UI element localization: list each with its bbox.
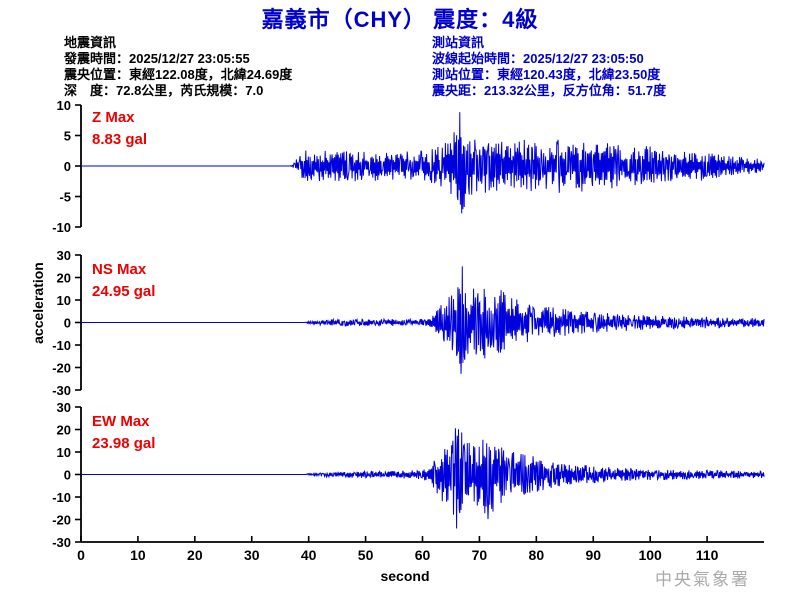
ew-y-tick-label: 10 [57,445,71,460]
event-info-block: 地震資訊 發震時間：2025/12/27 23:05:55 震央位置：東經122… [64,35,292,99]
x-axis-label: second [380,568,430,584]
waveform-trace-z [81,112,765,214]
ew-y-tick-label: -30 [52,535,71,550]
waveform-trace-ew [81,428,765,529]
ew-y-tick-label: 30 [57,400,71,415]
ns-y-tick-label: 0 [64,316,71,331]
x-tick-label: 50 [358,547,374,563]
x-tick-label: 60 [415,547,431,563]
ns-max-label: NS Max [92,261,147,278]
agency-watermark: 中央氣象署 [655,570,750,590]
ew-y-tick-label: -20 [52,513,71,528]
z-y-tick-label: 10 [57,98,71,113]
x-tick-label: 90 [585,547,601,563]
event-depth-magnitude: 深 度：72.8公里，芮氏規模：7.0 [64,83,264,98]
x-tick-label: 80 [529,547,545,563]
x-tick-label: 20 [187,547,203,563]
ns-y-tick-label: -30 [52,383,71,398]
ns-y-tick-label: 20 [57,271,71,286]
event-origin-time: 發震時間：2025/12/27 23:05:55 [64,51,250,66]
station-info-block: 測站資訊 波線起始時間：2025/12/27 23:05:50 測站位置：東經1… [432,35,666,99]
x-tick-label: 10 [130,547,146,563]
station-distance-azimuth: 震央距：213.32公里，反方位角：51.7度 [432,83,667,98]
ew-y-tick-label: -10 [52,490,71,505]
ew-max-value: 23.98 gal [92,435,156,452]
page-title: 嘉義市（CHY） 震度：4級 [261,7,539,32]
waveform-trace-ns [81,266,765,374]
z-max-label: Z Max [92,109,135,126]
ns-y-tick-label: 30 [57,248,71,263]
z-y-tick-label: 5 [64,129,71,144]
ew-max-label: EW Max [92,413,150,430]
z-y-tick-label: 0 [64,159,71,174]
x-tick-label: 40 [301,547,317,563]
x-tick-label: 110 [696,547,719,563]
event-info-heading: 地震資訊 [64,35,117,50]
ns-y-tick-label: -20 [52,361,71,376]
z-y-tick-label: -5 [59,190,71,205]
station-location: 測站位置：東經120.43度，北緯23.50度 [432,67,661,82]
x-tick-label: 30 [244,547,260,563]
z-y-tick-label: -10 [52,220,71,235]
y-axis-label: acceleration [30,262,46,344]
station-wave-start-time: 波線起始時間：2025/12/27 23:05:50 [432,51,644,66]
ns-y-tick-label: -10 [52,338,71,353]
ew-y-tick-label: 20 [57,423,71,438]
z-max-annotation: Z Max 8.83 gal [92,107,147,151]
x-tick-label: 0 [77,547,85,563]
ns-y-tick-label: 10 [57,293,71,308]
x-tick-label: 100 [638,547,662,563]
ns-max-annotation: NS Max 24.95 gal [92,259,155,303]
event-epicenter: 震央位置：東經122.08度，北緯24.69度 [64,67,293,82]
ew-max-annotation: EW Max 23.98 gal [92,411,155,455]
x-tick-label: 70 [472,547,488,563]
station-info-heading: 測站資訊 [432,35,485,50]
ew-y-tick-label: 0 [64,468,71,483]
z-max-value: 8.83 gal [92,131,148,148]
ns-max-value: 24.95 gal [92,283,156,300]
